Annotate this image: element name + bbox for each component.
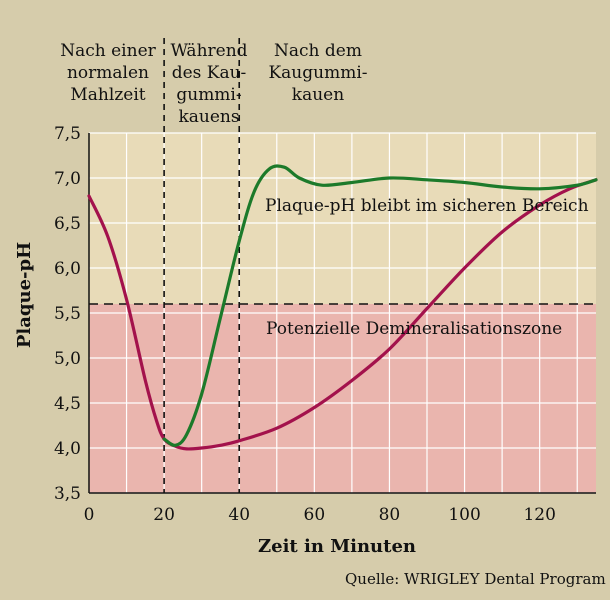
phase-label: Nach dem: [274, 41, 362, 61]
phase-label: Nach einer: [60, 41, 156, 61]
y-tick-label: 6,0: [54, 259, 81, 279]
x-tick-label: 40: [228, 505, 250, 525]
safe-zone: [89, 133, 596, 304]
phase-label: kauen: [292, 85, 344, 105]
x-tick-label: 120: [523, 505, 555, 525]
danger-zone: [89, 304, 596, 493]
y-tick-label: 7,5: [54, 124, 81, 144]
zone-safe-label: Plaque-pH bleibt im sicheren Bereich: [265, 196, 589, 216]
x-tick-label: 20: [153, 505, 175, 525]
y-tick-label: 5,5: [54, 304, 81, 324]
y-tick-label: 5,0: [54, 349, 81, 369]
phase-label: Mahlzeit: [70, 85, 145, 105]
series-line-2: [162, 164, 598, 447]
series-line-1: [87, 178, 598, 451]
y-tick-label: 4,0: [54, 439, 81, 459]
phase-label: Während: [170, 41, 247, 61]
x-axis-label: Zeit in Minuten: [258, 536, 416, 557]
phase-label: kauens: [178, 107, 239, 127]
phase-label: des Kau-: [172, 63, 247, 83]
phase-label: gummi-: [176, 85, 241, 105]
y-tick-label: 3,5: [54, 484, 81, 504]
x-tick-label: 100: [448, 505, 480, 525]
y-tick-label: 6,5: [54, 214, 81, 234]
x-tick-label: 0: [84, 505, 95, 525]
y-tick-label: 7,0: [54, 169, 81, 189]
x-tick-label: 80: [379, 505, 401, 525]
phase-label: Kaugummi-: [268, 63, 367, 83]
source-note: Quelle: WRIGLEY Dental Program: [345, 570, 606, 588]
zone-danger-label: Potenzielle Demineralisationszone: [266, 319, 562, 339]
y-tick-label: 4,5: [54, 394, 81, 414]
y-axis-label: Plaque-pH: [14, 242, 35, 348]
x-tick-label: 60: [304, 505, 326, 525]
phase-label: normalen: [67, 63, 149, 83]
